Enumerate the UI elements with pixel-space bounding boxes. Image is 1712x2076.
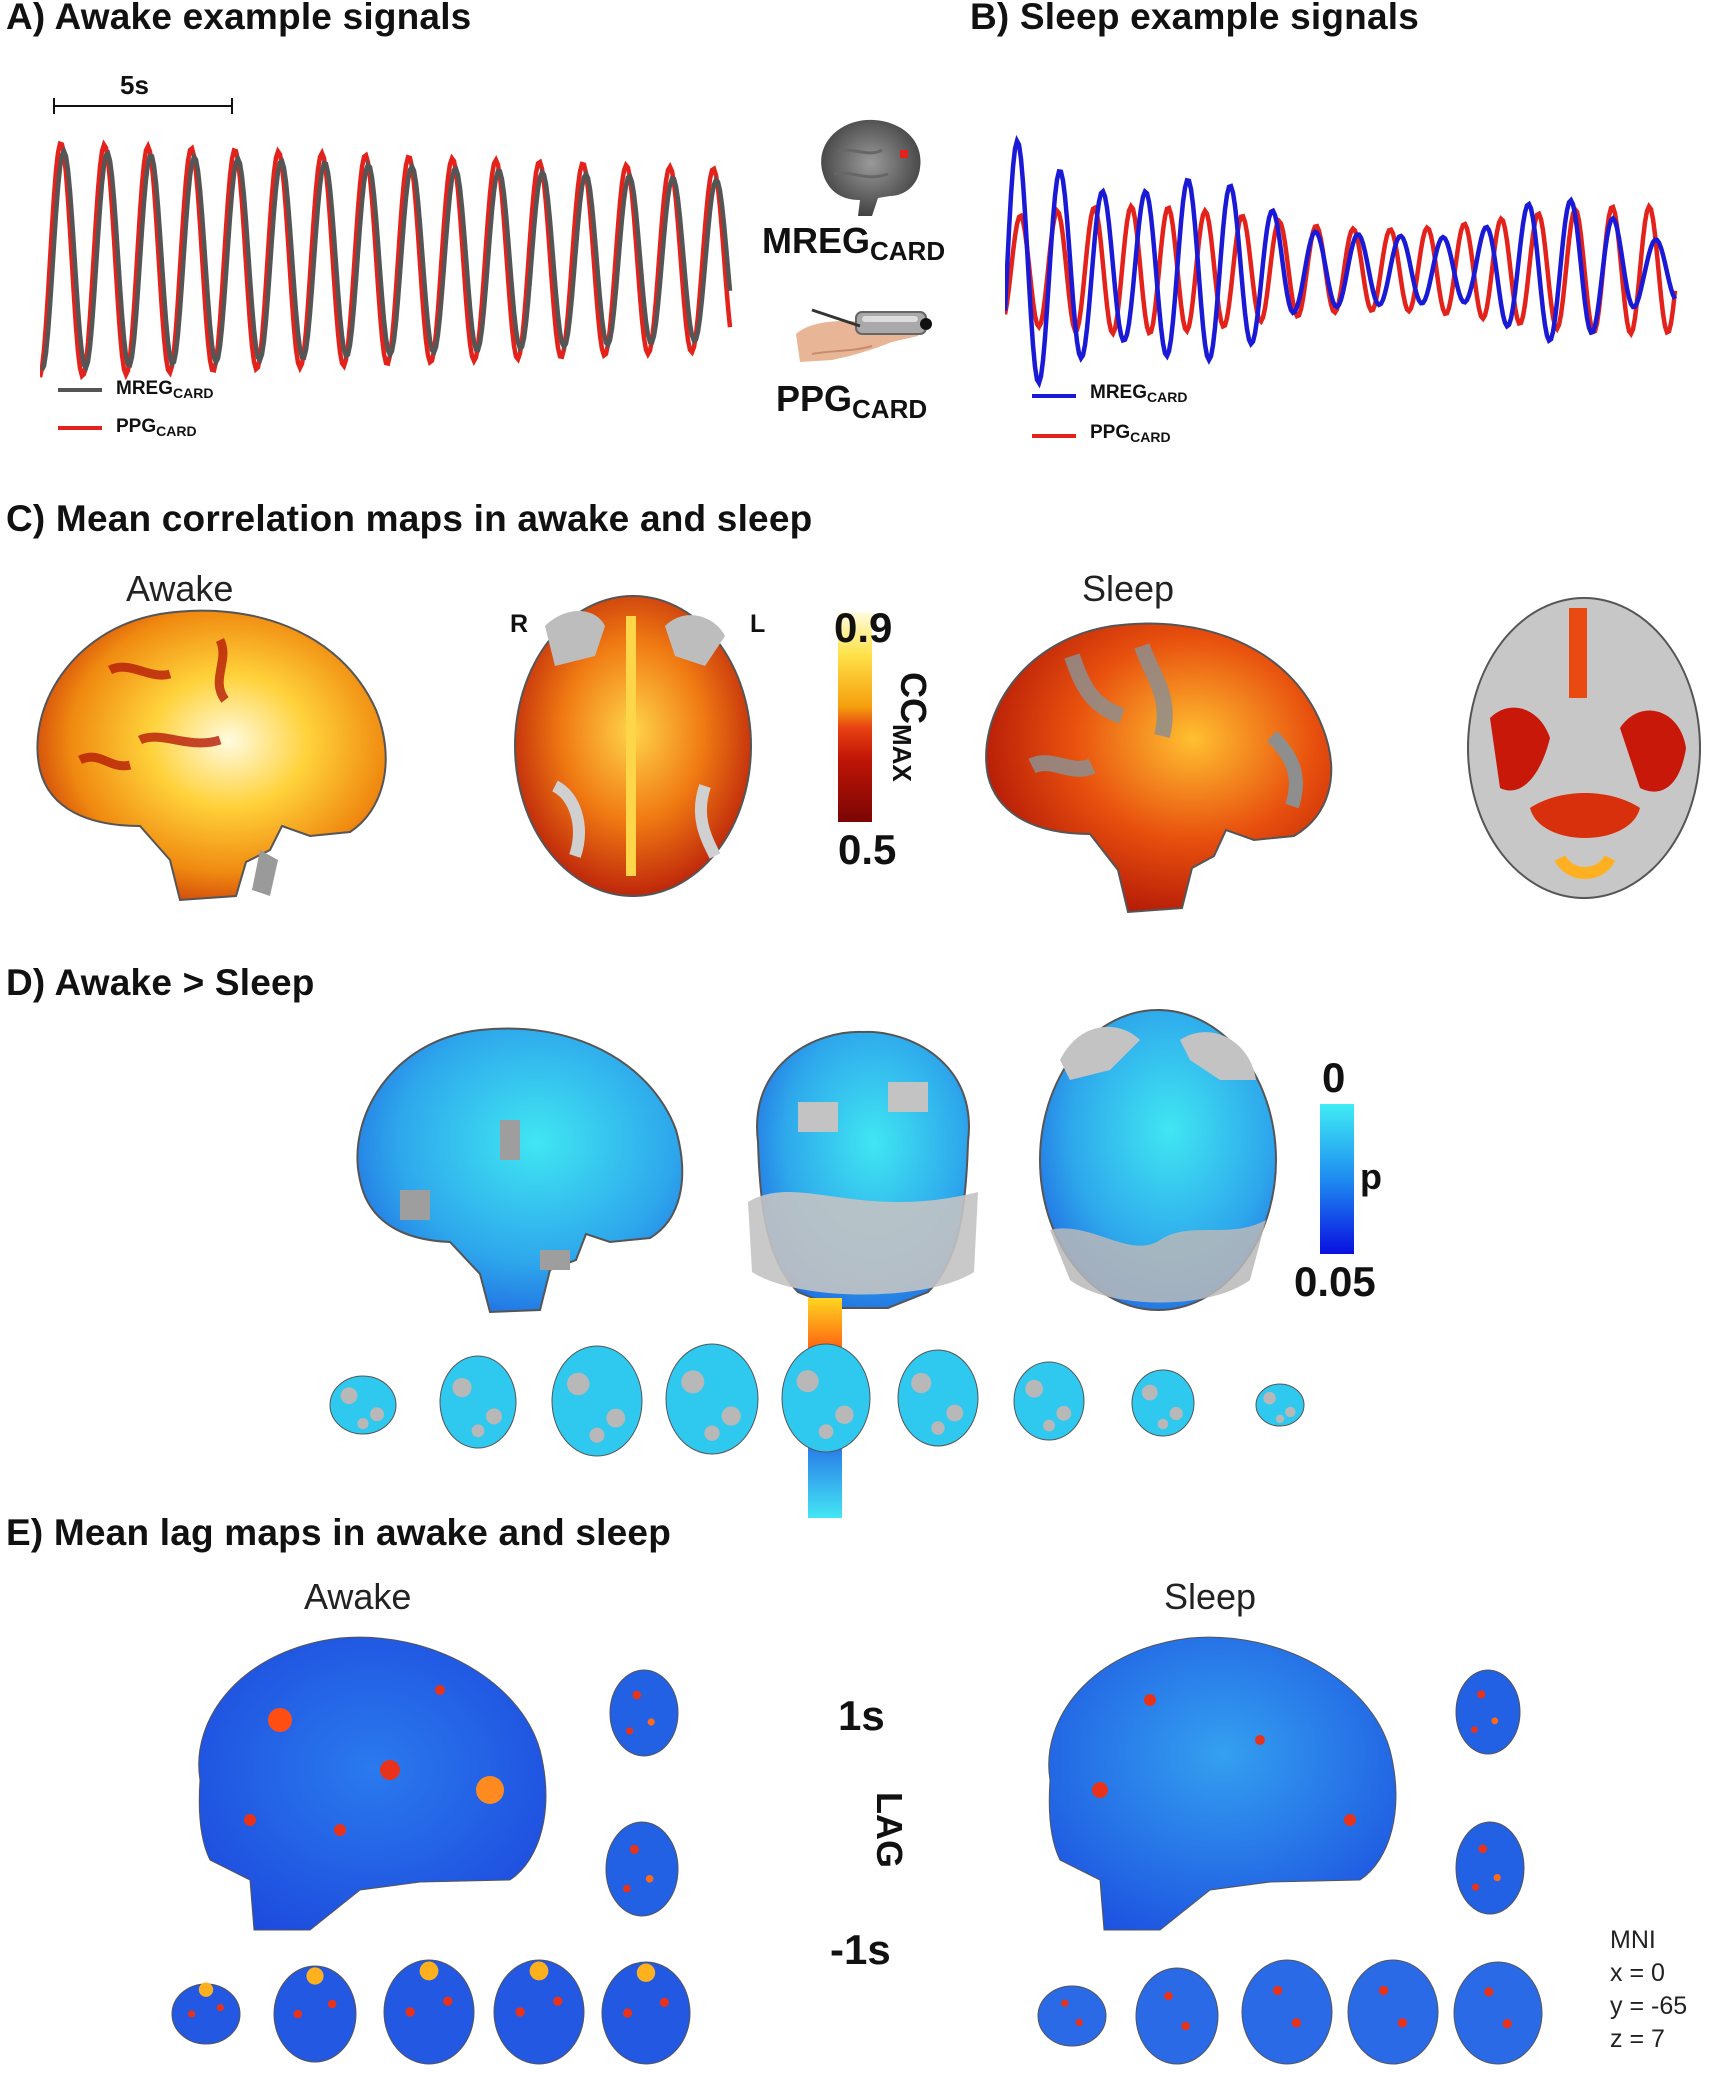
scale-bar [53,98,233,114]
mni-label: MNI [1610,1926,1656,1954]
e-awake-axial-slice-1 [171,1982,241,2045]
d-axial-slice-6 [897,1349,979,1447]
d-axial-map [1039,1009,1277,1311]
d-axial-slice-4 [665,1343,759,1455]
d-axial-slice-1 [329,1375,397,1435]
e-colorbar-max: 1s [838,1692,885,1739]
c-awake-axial-map [514,595,752,897]
d-axial-slice-3 [551,1345,643,1457]
d-axial-slice-7 [1013,1361,1085,1441]
finger-ppg-sensor-icon [796,308,932,362]
c-colorbar-min: 0.5 [838,826,897,873]
mni-x: x = 0 [1610,1959,1665,1987]
e-sleep-axial-slice-2 [1135,1967,1219,2065]
mni-z: z = 7 [1610,2025,1665,2053]
d-colorbar-min: 0.05 [1294,1258,1376,1305]
panel-e-title: E) Mean lag maps in awake and sleep [6,1512,672,1553]
d-colorbar [1320,1104,1354,1254]
awake-ppg-trace [40,139,733,381]
e-awake-axial-slice-5 [601,1961,691,2065]
sleep-signal-plot [1005,134,1678,389]
sleep-legend-ppg: PPGCARD [1090,422,1171,445]
c-awake-label: Awake [126,568,234,609]
c-awake-sagittal-map [36,609,387,902]
panel-d-title: D) Awake > Sleep [6,962,315,1003]
e-awake-axial-slice-3 [383,1959,475,2065]
e-awake-axial-slice-4 [493,1959,585,2065]
c-sleep-axial-map [1467,597,1701,899]
e-colorbar-title: LAG [869,1792,910,1868]
d-axial-slice-2 [439,1355,517,1449]
d-colorbar-max: 0 [1322,1054,1346,1101]
e-sleep-sagittal-map [1048,1636,1397,1931]
awake-legend-mreg: MREGCARD [116,378,214,401]
d-axial-slice-5 [781,1343,871,1453]
mni-coordinates: MNI x = 0 y = -65 z = 7 [1610,1924,1687,2056]
sleep-legend-swatches [1032,394,1076,438]
panel-a-title: A) Awake example signals [6,0,472,37]
c-left-hemisphere-label: L [750,610,766,638]
e-axial-slice-side-3 [1455,1669,1521,1755]
e-sleep-axial-slice-3 [1241,1959,1333,2065]
brain-thumbnail-icon [821,119,921,216]
e-sleep-label: Sleep [1164,1576,1257,1617]
c-colorbar-title: CCMAX [886,672,934,782]
e-awake-label: Awake [304,1576,412,1617]
scale-bar-label: 5s [120,70,149,100]
e-axial-slice-side-1 [609,1669,679,1757]
e-awake-axial-slice-2 [273,1965,357,2063]
c-colorbar-max: 0.9 [834,604,893,651]
mni-y: y = -65 [1610,1992,1688,2020]
awake-mreg-trace [40,145,733,373]
d-sagittal-map [356,1027,684,1314]
panel-c-title: C) Mean correlation maps in awake and sl… [6,498,813,539]
d-coronal-map [748,1030,978,1309]
e-sleep-axial-slice-4 [1347,1959,1439,2065]
awake-legend-ppg: PPGCARD [116,416,197,439]
c-right-hemisphere-label: R [510,610,529,638]
e-axial-slice-side-4 [1455,1821,1525,1915]
sleep-mreg-trace [1005,134,1678,389]
panel-b-title: B) Sleep example signals [970,0,1419,37]
sleep-legend-mreg: MREGCARD [1090,382,1188,405]
middle-ppg-label: PPGCARD [776,378,928,424]
e-sleep-axial-slice-5 [1453,1961,1543,2065]
middle-mreg-label: MREGCARD [762,220,946,266]
e-sleep-axial-slice-1 [1037,1985,1107,2047]
d-axial-slice-9 [1255,1383,1305,1427]
c-sleep-label: Sleep [1082,568,1175,609]
c-sleep-sagittal-map [985,622,1333,914]
e-axial-slice-side-2 [605,1821,679,1917]
c-colorbar [838,612,872,822]
awake-signal-plot [40,139,733,381]
d-axial-slice-8 [1131,1369,1195,1437]
d-colorbar-title: p [1360,1156,1382,1197]
e-awake-sagittal-map [198,1636,547,1931]
awake-legend-swatches [58,388,102,430]
e-colorbar-min: -1s [830,1926,891,1973]
